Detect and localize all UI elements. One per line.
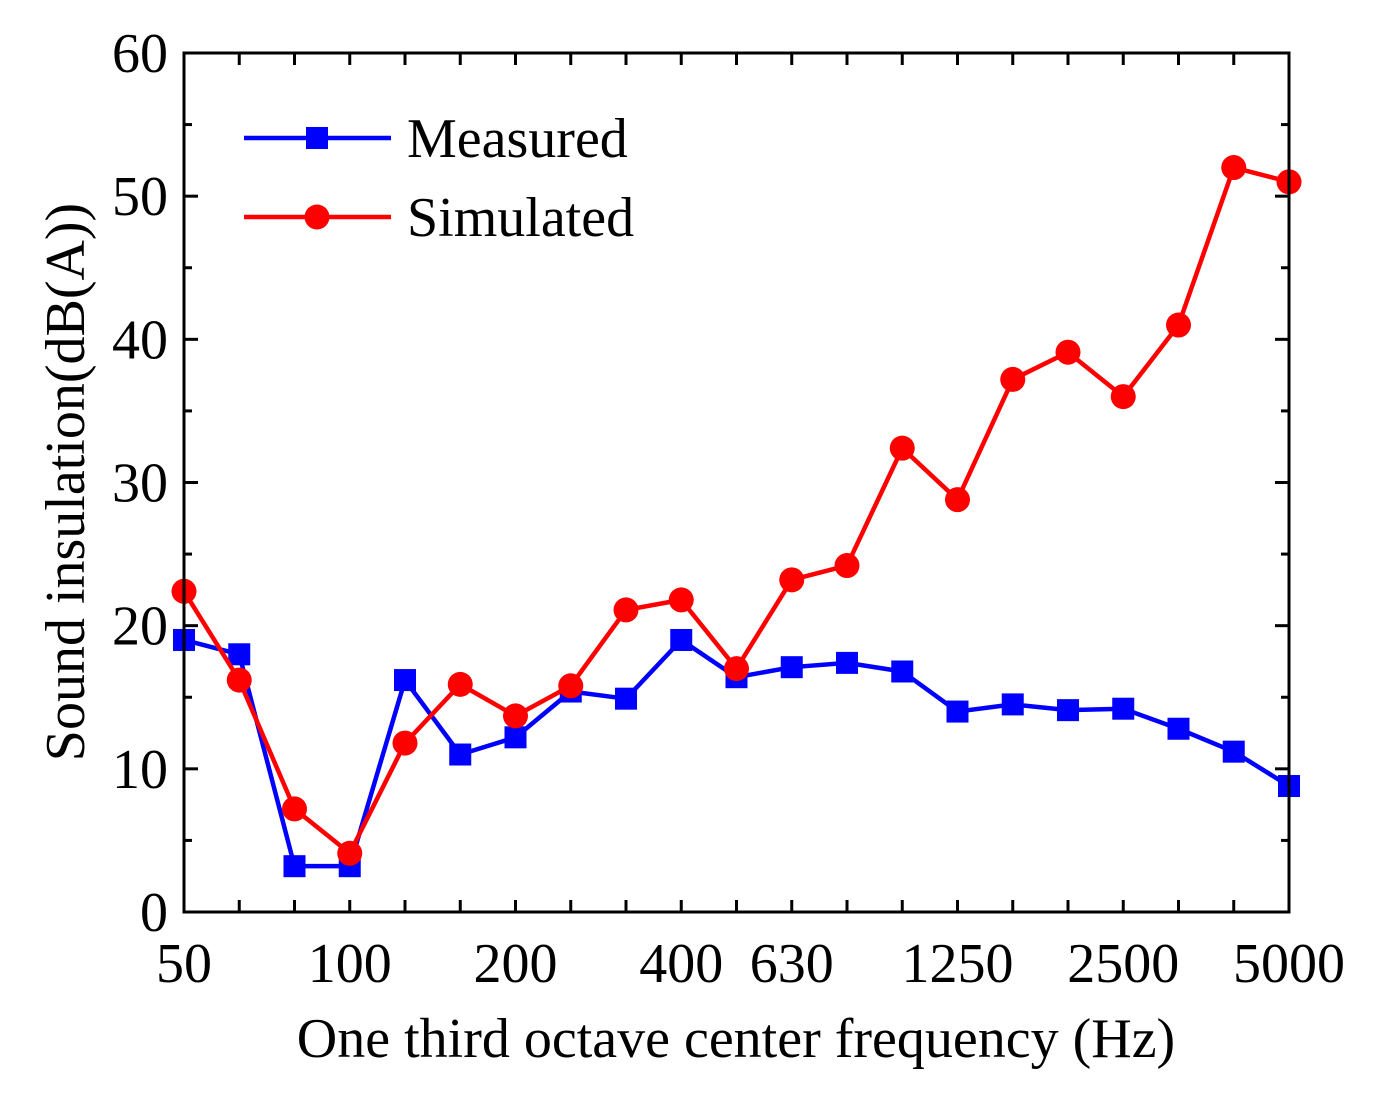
simulated-point: [392, 730, 418, 756]
measured-point: [836, 651, 858, 674]
simulated-point: [668, 587, 694, 613]
x-axis-title: One third octave center frequency (Hz): [297, 1008, 1175, 1070]
y-axis-title: Sound insulation(dB(A)): [35, 203, 97, 761]
y-tick-label: 0: [140, 882, 168, 944]
y-tick-label: 30: [112, 453, 168, 515]
legend-measured-label: Measured: [407, 108, 628, 170]
measured-point: [670, 628, 693, 651]
x-tick-label: 400: [639, 933, 723, 995]
y-tick-label: 20: [112, 596, 168, 658]
simulated-point: [834, 553, 860, 579]
measured-point: [449, 743, 472, 766]
x-tick-label: 1250: [902, 933, 1014, 995]
measured-point: [1167, 717, 1190, 740]
measured-point: [1001, 693, 1024, 716]
simulated-point: [724, 656, 749, 682]
measured-point: [1222, 740, 1245, 763]
x-tick-label: 50: [156, 933, 212, 995]
measured-point: [1057, 699, 1079, 722]
simulated-point: [1221, 155, 1247, 181]
plot-frame: [182, 51, 1291, 914]
legend-measured-marker: [306, 127, 328, 149]
simulated-point: [945, 487, 970, 513]
measured-point: [504, 726, 527, 749]
simulated-series-line: [182, 165, 1290, 856]
simulated-point: [282, 796, 307, 822]
axes-layer: 0 10 20 30 40 50 60 50 100 200 400 630 1250 2500 5000: [112, 23, 1345, 995]
measured-point: [394, 669, 416, 692]
simulated-point: [1055, 339, 1081, 365]
simulated-point: [613, 597, 639, 623]
plot-layer: [171, 155, 1302, 878]
simulated-point: [558, 673, 584, 699]
simulated-point: [889, 435, 915, 461]
measured-point: [283, 855, 306, 878]
simulated-point: [1166, 312, 1191, 338]
simulated-point: [337, 840, 363, 866]
x-tick-label: 200: [474, 933, 558, 995]
simulated-point: [447, 671, 473, 697]
measured-point: [780, 656, 803, 679]
legend-simulated-marker: [304, 204, 330, 230]
y-tick-label: 60: [112, 23, 168, 85]
x-tick-label: 100: [308, 933, 392, 995]
y-tick-label: 40: [112, 309, 168, 371]
simulated-point: [503, 703, 528, 729]
measured-point: [615, 687, 637, 710]
simulated-point: [1110, 384, 1136, 410]
legend-simulated-label: Simulated: [407, 187, 634, 249]
x-tick-label: 2500: [1067, 933, 1179, 995]
y-tick-label: 10: [112, 739, 168, 801]
measured-point: [1112, 697, 1135, 720]
x-tick-label: 630: [750, 933, 834, 995]
measured-point: [228, 643, 251, 666]
measured-point: [891, 660, 914, 683]
simulated-point: [779, 567, 805, 593]
simulated-point: [1000, 366, 1026, 392]
x-tick-label: 5000: [1233, 933, 1345, 995]
measured-point: [946, 700, 969, 723]
y-tick-label: 50: [112, 166, 168, 228]
simulated-point: [226, 667, 252, 693]
legend: Measured Simulated: [244, 108, 634, 249]
